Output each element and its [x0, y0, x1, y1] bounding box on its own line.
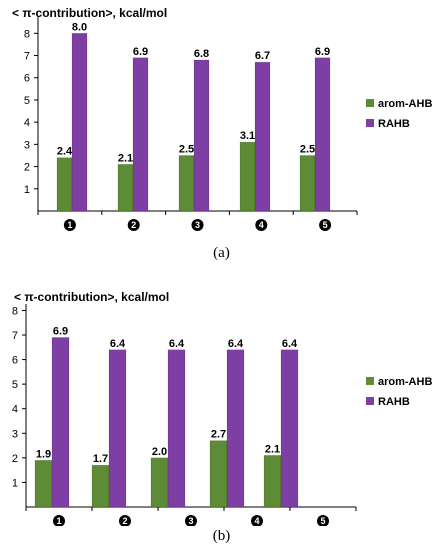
chart-panel-b: < π-contribution>, kcal/mol 1 2 3 4 5 6 7 8 1.9 6.…: [0, 281, 443, 526]
legend-swatch-arom-ahb-b: [366, 377, 374, 385]
category-label-a: 3: [195, 220, 200, 230]
category-marker-a: [127, 219, 140, 231]
category-label-b: 5: [320, 516, 325, 526]
chart-title-a: < π-contribution>, kcal/mol: [12, 6, 167, 20]
y-tick-label-a: 6: [24, 73, 30, 85]
data-label-a: 8.0: [72, 21, 87, 33]
legend-label-rahb-a: RAHB: [378, 118, 410, 130]
category-label-a: 4: [259, 220, 264, 230]
category-marker-b: [119, 515, 131, 526]
category-label-b: 1: [56, 516, 61, 526]
bar-arom-ahb-b-4: [209, 440, 228, 508]
chart-a-svg: < π-contribution>, kcal/mol 1 2 3 4 5 6 7 8 2.4 8.…: [12, 6, 432, 231]
chart-panel-a: < π-contribution>, kcal/mol 1 2 3 4 5 6 7 8 2.4 8.…: [0, 0, 443, 243]
y-tick-label-a: 4: [24, 117, 30, 129]
y-tick-label-b: 7: [12, 330, 18, 342]
data-label-b: 6.4: [110, 338, 126, 350]
data-label-a: 2.5: [179, 143, 194, 155]
category-marker-a: [319, 219, 332, 231]
bar-arom-ahb-a-1: [56, 157, 73, 212]
legend-swatch-rahb-a: [366, 119, 374, 127]
category-marker-b: [185, 515, 197, 526]
chart-title-b: < π-contribution>, kcal/mol: [14, 290, 169, 304]
bar-arom-ahb-b-3: [150, 457, 169, 508]
bar-arom-ahb-b-2: [91, 464, 110, 508]
data-label-a: 3.1: [240, 130, 255, 142]
data-label-b: 6.4: [282, 338, 298, 350]
data-label-a: 2.5: [300, 143, 315, 155]
category-marker-b: [317, 515, 329, 526]
bar-rahb-b-3: [167, 349, 186, 508]
y-tick-label-a: 7: [24, 51, 30, 63]
y-tick-label-b: 4: [12, 404, 18, 416]
bar-rahb-a-4: [254, 61, 271, 212]
category-label-a: 5: [323, 220, 328, 230]
category-label-a: 1: [67, 220, 72, 230]
data-label-b: 2.0: [152, 446, 167, 458]
y-tick-label-a: 5: [24, 95, 30, 107]
y-tick-label-a: 3: [24, 139, 30, 151]
bar-arom-ahb-b-1: [34, 460, 53, 508]
legend-label-arom-ahb-a: arom-AHB: [378, 98, 432, 110]
legend-swatch-rahb-b: [366, 397, 374, 405]
legend-swatch-arom-ahb-a: [366, 99, 374, 107]
bar-rahb-a-5: [314, 57, 331, 212]
data-label-b: 1.9: [36, 448, 51, 460]
bar-rahb-a-3: [193, 59, 210, 212]
bar-arom-ahb-a-5: [299, 155, 316, 212]
chart-b-svg: < π-contribution>, kcal/mol 1 2 3 4 5 6 7 8 1.9 6.…: [12, 290, 432, 526]
data-label-a: 6.9: [133, 46, 148, 58]
y-tick-label-b: 2: [12, 453, 18, 465]
y-tick-label-b: 8: [12, 305, 18, 317]
bar-rahb-b-1: [51, 337, 70, 508]
data-label-a: 6.8: [194, 48, 209, 60]
data-label-b: 6.4: [169, 338, 185, 350]
caption-a: (a): [213, 245, 230, 261]
y-tick-label-a: 2: [24, 162, 30, 174]
y-tick-label-b: 3: [12, 428, 18, 440]
y-tick-label-a: 8: [24, 28, 30, 40]
bar-rahb-b-5: [280, 349, 299, 508]
bar-arom-ahb-a-4: [239, 141, 256, 212]
bar-rahb-b-4: [226, 349, 245, 508]
y-tick-label-b: 5: [12, 379, 18, 391]
category-marker-a: [63, 219, 76, 231]
y-tick-label-b: 1: [12, 477, 18, 489]
caption-b: (b): [212, 528, 231, 544]
data-label-a: 6.9: [315, 46, 330, 58]
data-label-a: 2.4: [57, 146, 73, 158]
y-tick-label-a: 1: [24, 184, 30, 196]
category-label-a: 2: [131, 220, 136, 230]
legend-label-rahb-b: RAHB: [378, 396, 410, 408]
data-label-b: 2.1: [265, 443, 280, 455]
category-label-b: 2: [122, 516, 127, 526]
data-label-b: 2.7: [211, 429, 226, 441]
data-label-a: 2.1: [118, 152, 133, 164]
bar-arom-ahb-b-5: [263, 455, 282, 508]
category-marker-a: [191, 219, 204, 231]
bar-rahb-a-2: [132, 57, 149, 212]
data-label-a: 6.7: [255, 50, 270, 62]
bar-rahb-a-1: [71, 33, 88, 212]
bar-arom-ahb-a-2: [117, 164, 134, 212]
bar-rahb-b-2: [108, 349, 127, 508]
y-tick-label-b: 6: [12, 355, 18, 367]
legend-label-arom-ahb-b: arom-AHB: [378, 376, 432, 388]
category-label-b: 3: [188, 516, 193, 526]
category-marker-b: [53, 515, 65, 526]
data-label-b: 6.4: [228, 338, 244, 350]
category-label-b: 4: [254, 516, 259, 526]
category-marker-b: [251, 515, 263, 526]
data-label-b: 1.7: [93, 453, 108, 465]
bar-arom-ahb-a-3: [178, 155, 195, 212]
data-label-b: 6.9: [53, 325, 68, 337]
category-marker-a: [255, 219, 268, 231]
